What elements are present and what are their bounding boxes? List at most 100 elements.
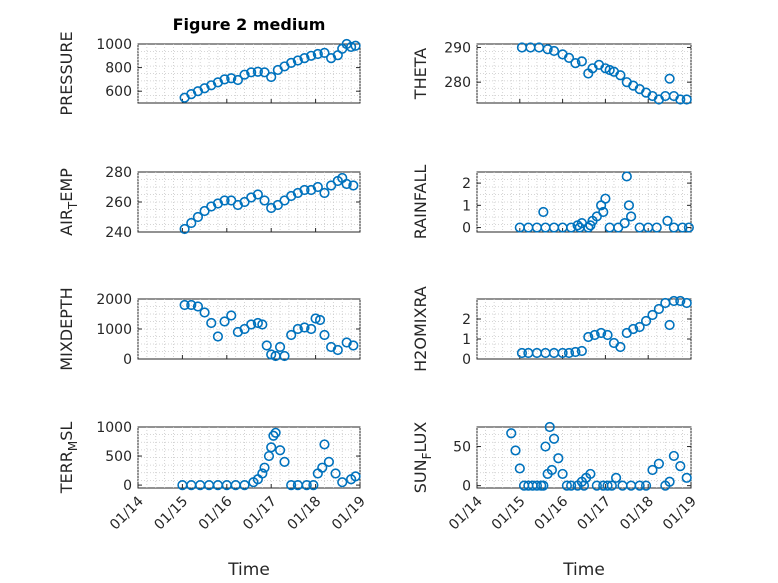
data-point [219, 195, 230, 206]
data-point [683, 222, 694, 233]
chart-panel-left-4: 0 500 1000 01/14 01/15 01/16 01/17 01/18 01/19 TE… [57, 420, 369, 580]
data-point [640, 315, 652, 327]
data-point [239, 69, 250, 80]
data-point [266, 71, 277, 83]
data-point [259, 195, 270, 206]
data-series [516, 42, 692, 105]
data-point [259, 462, 270, 473]
data-point [681, 297, 692, 309]
x-tick-label: 01/18 [285, 494, 325, 534]
data-point [600, 193, 611, 204]
data-point [542, 44, 553, 55]
data-point [252, 189, 263, 200]
data-point [266, 442, 277, 453]
y-tick-label: 240 [105, 225, 132, 241]
y-axis-label: TERRMSL [57, 422, 80, 495]
data-point [623, 200, 635, 211]
data-point [232, 74, 243, 86]
data-point [585, 468, 596, 480]
data-point [640, 480, 652, 491]
data-point [563, 347, 575, 359]
data-point [664, 319, 675, 331]
data-point [317, 462, 328, 473]
data-point [677, 222, 688, 233]
data-point [621, 171, 632, 182]
data-point [257, 319, 268, 330]
data-point [212, 331, 224, 342]
data-series [516, 295, 692, 359]
data-point [538, 206, 549, 218]
data-point [274, 445, 286, 456]
data-point [566, 480, 577, 491]
data-point [585, 220, 596, 231]
y-tick-label: 600 [105, 84, 132, 100]
data-point [348, 340, 359, 351]
x-tick-label: 01/16 [532, 493, 572, 533]
data-point [319, 187, 330, 199]
data-point [576, 345, 587, 357]
data-point [301, 479, 312, 491]
data-point [350, 40, 361, 51]
data-point [186, 299, 197, 311]
data-point [312, 48, 323, 60]
x-tick-label: 01/18 [617, 494, 657, 534]
x-tick-label: 01/14 [446, 493, 486, 533]
x-tick-label: 01/14 [107, 493, 147, 533]
data-point [350, 471, 361, 482]
data-point [179, 223, 190, 235]
data-point [192, 211, 204, 223]
data-point [576, 56, 587, 67]
data-point [615, 341, 626, 353]
data-point [286, 57, 297, 68]
data-series [179, 38, 361, 103]
chart-panel-right-3: 0 1 2 H2OMIXRA [411, 286, 692, 372]
data-point [314, 314, 326, 326]
y-tick-label: 2 [462, 176, 471, 192]
data-point [310, 313, 321, 324]
data-point [540, 441, 551, 452]
data-point [274, 341, 286, 353]
data-series [179, 299, 359, 362]
data-point [292, 55, 303, 66]
y-axis-label: SUNFLUX [411, 422, 434, 494]
data-point [299, 322, 310, 333]
data-point [563, 52, 575, 63]
data-point [252, 66, 263, 77]
data-point [341, 178, 352, 190]
data-point [664, 476, 675, 487]
grid [476, 427, 692, 488]
data-point [570, 57, 581, 69]
data-point [186, 217, 197, 229]
data-point [330, 468, 341, 479]
data-point [312, 181, 323, 193]
data-point [319, 47, 330, 58]
y-tick-label: 1000 [96, 322, 132, 338]
y-tick-label: 2000 [96, 292, 132, 308]
data-point [675, 94, 686, 105]
data-point [199, 307, 210, 318]
data-point [516, 347, 528, 359]
y-tick-label: 290 [444, 40, 471, 56]
data-point [510, 445, 521, 456]
data-point [531, 480, 543, 491]
data-point [628, 323, 639, 335]
data-point [306, 50, 317, 61]
data-point [306, 323, 317, 335]
y-tick-label: 280 [105, 165, 132, 181]
data-point [668, 450, 679, 462]
data-point [546, 464, 558, 476]
y-axis-label: MIXDEPTH [57, 287, 76, 370]
data-point [583, 331, 594, 343]
x-axis-label: Time [227, 560, 270, 580]
data-point [286, 479, 297, 491]
data-point [259, 67, 270, 78]
data-point [664, 73, 675, 84]
data-point [292, 323, 303, 335]
data-point [596, 327, 607, 339]
data-series [177, 427, 361, 491]
chart-panel-right-1: 280 290 THETA [411, 40, 692, 105]
data-point [578, 480, 590, 491]
data-point [675, 461, 686, 472]
chart-panel-left-1: 600 800 1000 PRESSURE Figure 2 medium [57, 15, 361, 116]
